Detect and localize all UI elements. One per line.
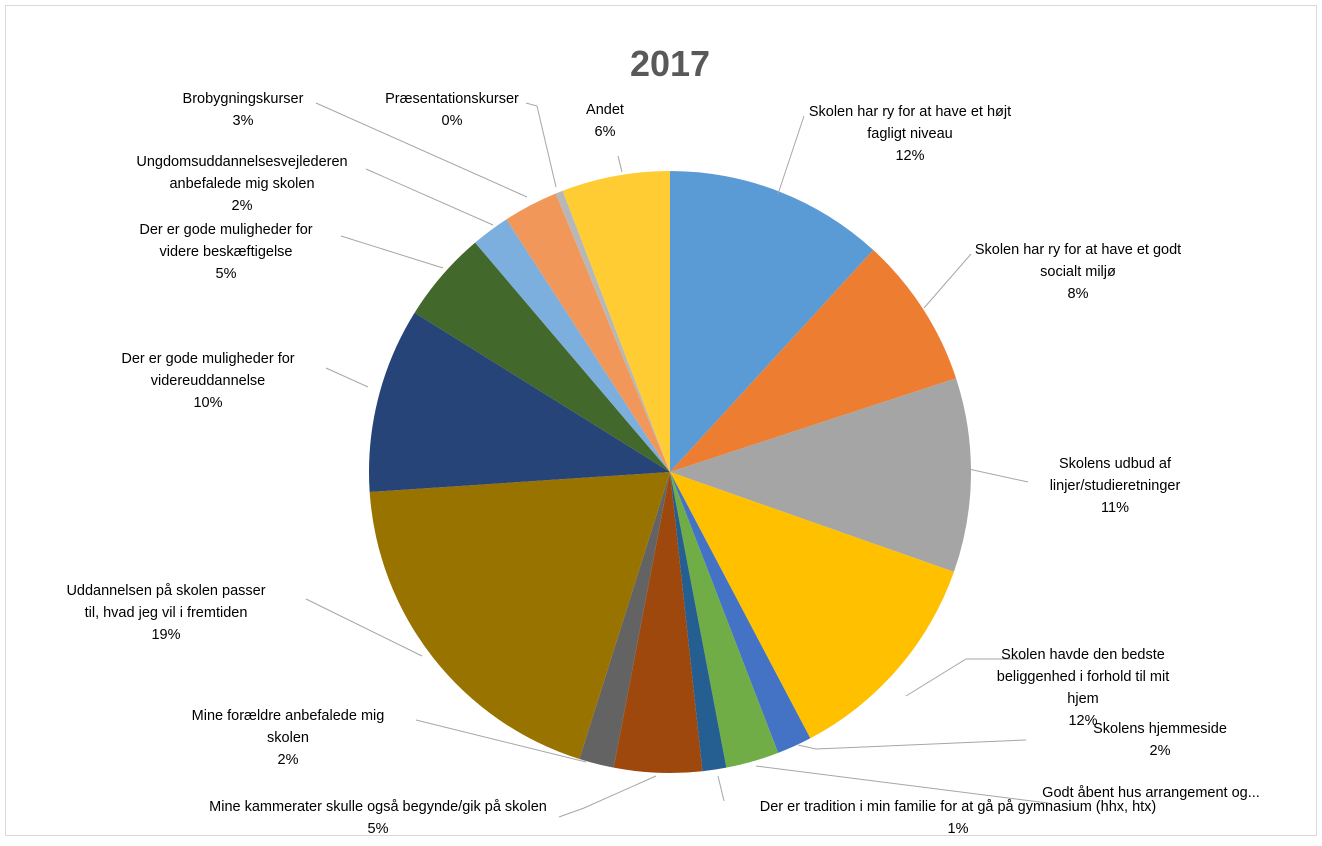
slice-labels: Skolen har ry for at have et højt fagligt…: [66, 91, 1259, 837]
slice-label-line: Ungdomsuddannelsesvejlederen: [136, 154, 347, 170]
pie-slice-1: [670, 171, 874, 472]
pie-slice-4: [670, 472, 954, 739]
pie-slice-10: [369, 472, 670, 760]
leader-line-1: [777, 115, 805, 195]
pie-slice-9: [579, 472, 670, 768]
leader-line-11: [325, 367, 369, 388]
slice-label-line: Præsentationskurser: [385, 91, 519, 107]
slice-label-line: socialt miljø: [1040, 264, 1116, 280]
slice-percent: 19%: [151, 627, 180, 643]
slice-percent: 8%: [1068, 286, 1089, 302]
pie-slice-11: [368, 312, 670, 492]
slice-label-line: videre beskæftigelse: [160, 244, 293, 260]
leader-line-2: [923, 253, 972, 309]
slice-percent: 5%: [368, 821, 389, 837]
pie-slice-2: [670, 250, 957, 472]
leader-line-14: [315, 102, 528, 198]
slice-label-11: Der er gode muligheder for videreuddannel…: [121, 351, 294, 411]
slice-label-4: Skolen havde den bedste beliggenhed i for…: [997, 647, 1170, 729]
slice-label-line: Skolen havde den bedste: [1001, 647, 1165, 663]
slice-label-line: videreuddannelse: [151, 373, 265, 389]
slice-label-line: linjer/studieretninger: [1050, 478, 1181, 494]
pie-slice-6: [670, 472, 779, 768]
leader-lines: [305, 102, 1049, 818]
leader-line-10: [305, 598, 423, 657]
slice-label-10: Uddannelsen på skolen passer til, hvad je…: [66, 583, 265, 643]
slice-label-line: Godt åbent hus arrangement og...: [1042, 785, 1260, 801]
slice-label-line: hjem: [1067, 691, 1098, 707]
slice-percent: 2%: [232, 198, 253, 214]
slice-percent: 1%: [948, 821, 969, 837]
leader-line-13: [365, 168, 494, 226]
pie-slice-16: [562, 171, 670, 472]
pie-slice-8: [613, 472, 703, 773]
slice-percent: 10%: [193, 395, 222, 411]
leader-line-8: [558, 775, 657, 818]
slice-percent: 6%: [595, 124, 616, 140]
pie-slice-3: [670, 378, 971, 572]
slice-label-15: Præsentationskurser 0%: [385, 91, 519, 129]
slice-label-line: Skolens hjemmeside: [1093, 721, 1227, 737]
slice-label-line: Mine kammerater skulle også begynde/gik …: [209, 799, 547, 815]
slice-percent: 3%: [233, 113, 254, 129]
slice-label-line: Mine forældre anbefalede mig: [192, 708, 385, 724]
slice-label-16: Andet 6%: [586, 102, 624, 140]
slice-percent: 2%: [278, 752, 299, 768]
pie-slice-5: [670, 472, 811, 753]
slice-label-line: Der er tradition i min familie for at gå…: [760, 799, 1156, 815]
slice-label-line: anbefalede mig skolen: [169, 176, 314, 192]
slice-percent: 11%: [1101, 500, 1129, 516]
slice-label-13: Ungdomsuddannelsesvejlederen anbefalede m…: [136, 154, 347, 214]
leader-line-15: [525, 102, 557, 188]
slice-label-3: Skolens udbud af linjer/studieretninger 11…: [1050, 456, 1181, 516]
slice-label-14: Brobygningskurser 3%: [183, 91, 304, 129]
pie-slice-7: [670, 472, 727, 772]
pie-chart: 2017 Skolen har ry for at have et højt fa…: [5, 5, 1317, 837]
slice-label-line: Skolens udbud af: [1059, 456, 1172, 472]
pie-chart-svg: 2017 Skolen har ry for at have et højt fa…: [66, 43, 1259, 837]
pie-slice-15: [555, 190, 670, 472]
slice-percent: 12%: [1068, 713, 1097, 729]
leader-line-6: [755, 765, 1049, 804]
pie-slice-14: [506, 193, 670, 472]
slice-label-line: til, hvad jeg vil i fremtiden: [85, 605, 248, 621]
leader-line-3: [963, 467, 1029, 483]
slice-label-12: Der er gode muligheder for videre beskæft…: [139, 222, 312, 282]
pie-slice-13: [475, 219, 670, 472]
slice-label-8: Mine kammerater skulle også begynde/gik …: [209, 799, 547, 837]
slice-label-1: Skolen har ry for at have et højt fagligt…: [809, 104, 1011, 164]
slice-label-2: Skolen har ry for at have et godt socialt…: [975, 242, 1181, 302]
slice-label-9: Mine forældre anbefalede mig skolen 2%: [192, 708, 385, 768]
slice-percent: 5%: [216, 266, 237, 282]
slice-label-line: Skolen har ry for at have et højt: [809, 104, 1011, 120]
leader-line-9: [415, 719, 587, 763]
leader-line-16: [617, 155, 623, 173]
slice-label-line: beliggenhed i forhold til mit: [997, 669, 1170, 685]
slice-label-line: Uddannelsen på skolen passer: [66, 583, 265, 599]
slice-percent: 0%: [442, 113, 463, 129]
slice-label-line: fagligt niveau: [867, 126, 952, 142]
chart-title: 2017: [630, 43, 710, 84]
slice-label-line: Der er gode muligheder for: [121, 351, 294, 367]
slice-percent: 12%: [895, 148, 924, 164]
slice-label-6: Godt åbent hus arrangement og...: [1042, 785, 1260, 801]
slice-label-5: Skolens hjemmeside 2%: [1093, 721, 1227, 759]
slice-percent: 2%: [1150, 743, 1171, 759]
leader-line-4: [905, 658, 1028, 697]
slice-label-line: Andet: [586, 102, 624, 118]
slice-label-line: skolen: [267, 730, 309, 746]
pie-slices: [368, 171, 971, 773]
pie-slice-12: [414, 242, 670, 472]
slice-label-7: Der er tradition i min familie for at gå…: [760, 799, 1156, 837]
leader-line-12: [340, 235, 444, 269]
slice-label-line: Skolen har ry for at have et godt: [975, 242, 1181, 258]
slice-label-line: Der er gode muligheder for: [139, 222, 312, 238]
leader-line-7: [717, 775, 725, 802]
slice-label-line: Brobygningskurser: [183, 91, 304, 107]
leader-line-5: [797, 739, 1027, 750]
